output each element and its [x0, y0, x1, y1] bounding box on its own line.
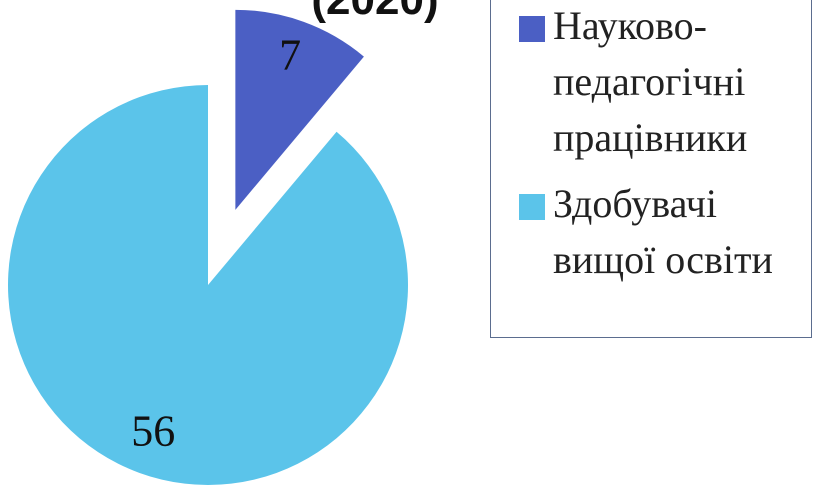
chart-title: (2020) [311, 0, 438, 24]
legend-swatch [519, 16, 545, 42]
legend-swatch [519, 194, 545, 220]
pie-slice [235, 9, 364, 210]
slice-label: 56 [131, 406, 175, 455]
pie-slice [7, 85, 409, 485]
legend-entry: Здобувачі вищої освіти [519, 176, 811, 288]
legend-label: Здобувачі вищої освіти [553, 181, 773, 282]
legend: Науково-педагогічні працівники Здобувачі … [490, 0, 812, 338]
legend-label: Науково-педагогічні працівники [553, 3, 748, 160]
slice-label: 7 [279, 31, 301, 80]
legend-entry: Науково-педагогічні працівники [519, 0, 811, 166]
